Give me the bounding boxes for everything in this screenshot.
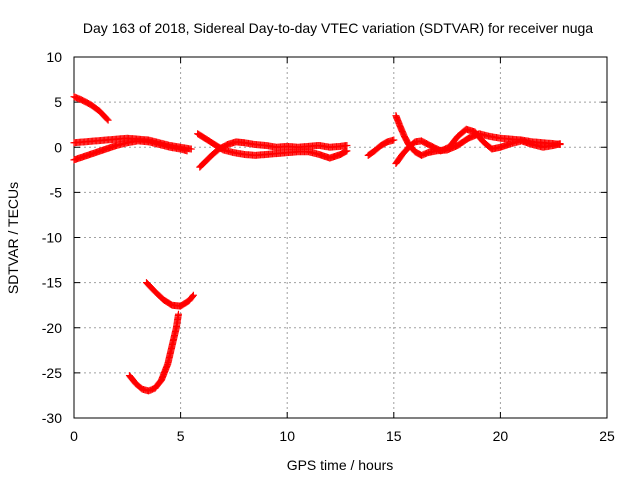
y-tick-labels: -30 -25 -20 -15 -10 -5 0 5 10: [42, 49, 62, 426]
data-point: [342, 147, 350, 155]
data-point: [104, 116, 112, 124]
data-point: [103, 115, 111, 123]
y-tick-label: -5: [50, 184, 63, 200]
y-tick-label: 0: [54, 139, 62, 155]
y-tick-label: 10: [46, 49, 62, 65]
y-tick-label: 5: [54, 94, 62, 110]
axes: [73, 56, 608, 419]
y-tick-label: -15: [42, 275, 62, 291]
x-tick-label: 25: [599, 428, 615, 444]
data-point: [343, 147, 351, 155]
y-tick-label: -25: [42, 365, 62, 381]
data-point: [174, 310, 182, 318]
x-tick-labels: 0 5 10 15 20 25: [70, 428, 615, 444]
y-tick-label: -10: [42, 230, 62, 246]
data-point: [189, 292, 197, 300]
x-axis-label: GPS time / hours: [287, 457, 394, 473]
x-tick-label: 15: [386, 428, 402, 444]
x-tick-label: 5: [177, 428, 185, 444]
y-tick-label: -30: [42, 410, 62, 426]
x-tick-label: 0: [70, 428, 78, 444]
data-point: [189, 291, 197, 299]
y-tick-label: -20: [42, 320, 62, 336]
chart-title: Day 163 of 2018, Sidereal Day-to-day VTE…: [83, 20, 593, 36]
grid: [74, 57, 607, 418]
x-tick-label: 20: [493, 428, 509, 444]
x-tick-label: 10: [279, 428, 295, 444]
data-point: [390, 136, 398, 144]
data-point: [556, 140, 564, 148]
data-point: [187, 145, 195, 153]
y-axis-label: SDTVAR / TECUs: [5, 182, 21, 294]
data-markers: [70, 93, 564, 395]
